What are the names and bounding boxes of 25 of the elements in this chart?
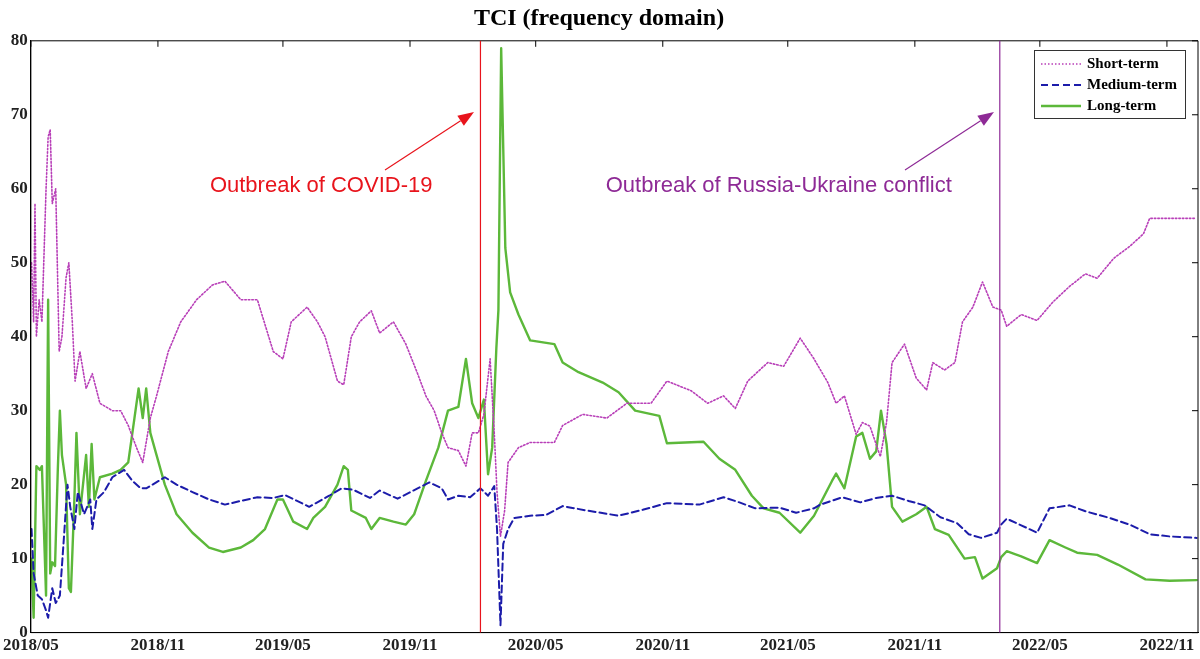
y-tick-label: 70 xyxy=(10,104,28,124)
y-tick-label: 60 xyxy=(10,178,28,198)
legend-label: Long-term xyxy=(1087,97,1157,114)
x-tick-label: 2020/05 xyxy=(507,635,564,655)
x-tick-label: 2018/11 xyxy=(130,635,186,655)
y-tick-label: 20 xyxy=(10,474,28,494)
x-tick-label: 2020/11 xyxy=(635,635,691,655)
y-tick-label: 40 xyxy=(10,326,28,346)
ref-line-label: Outbreak of Russia-Ukraine conflict xyxy=(605,171,952,197)
x-tick-label: 2021/05 xyxy=(759,635,816,655)
x-tick-label: 2022/05 xyxy=(1011,635,1068,655)
y-tick-label: 30 xyxy=(10,400,28,420)
x-tick-label: 2019/05 xyxy=(255,635,311,655)
y-tick-label: 80 xyxy=(10,30,28,50)
x-tick-label: 2021/11 xyxy=(887,635,943,655)
legend-label: Short-term xyxy=(1087,55,1159,72)
y-tick-label: 50 xyxy=(10,252,28,272)
ref-line-label: Outbreak of COVID-19 xyxy=(209,171,433,197)
line-series xyxy=(30,128,1197,538)
chart-title: TCI (frequency domain) xyxy=(473,3,725,30)
x-tick-label: 2019/11 xyxy=(382,635,438,655)
x-tick-label: 2022/11 xyxy=(1139,635,1195,655)
y-tick-label: 10 xyxy=(10,548,28,568)
legend-label: Medium-term xyxy=(1087,76,1177,93)
line-series xyxy=(30,468,1198,627)
